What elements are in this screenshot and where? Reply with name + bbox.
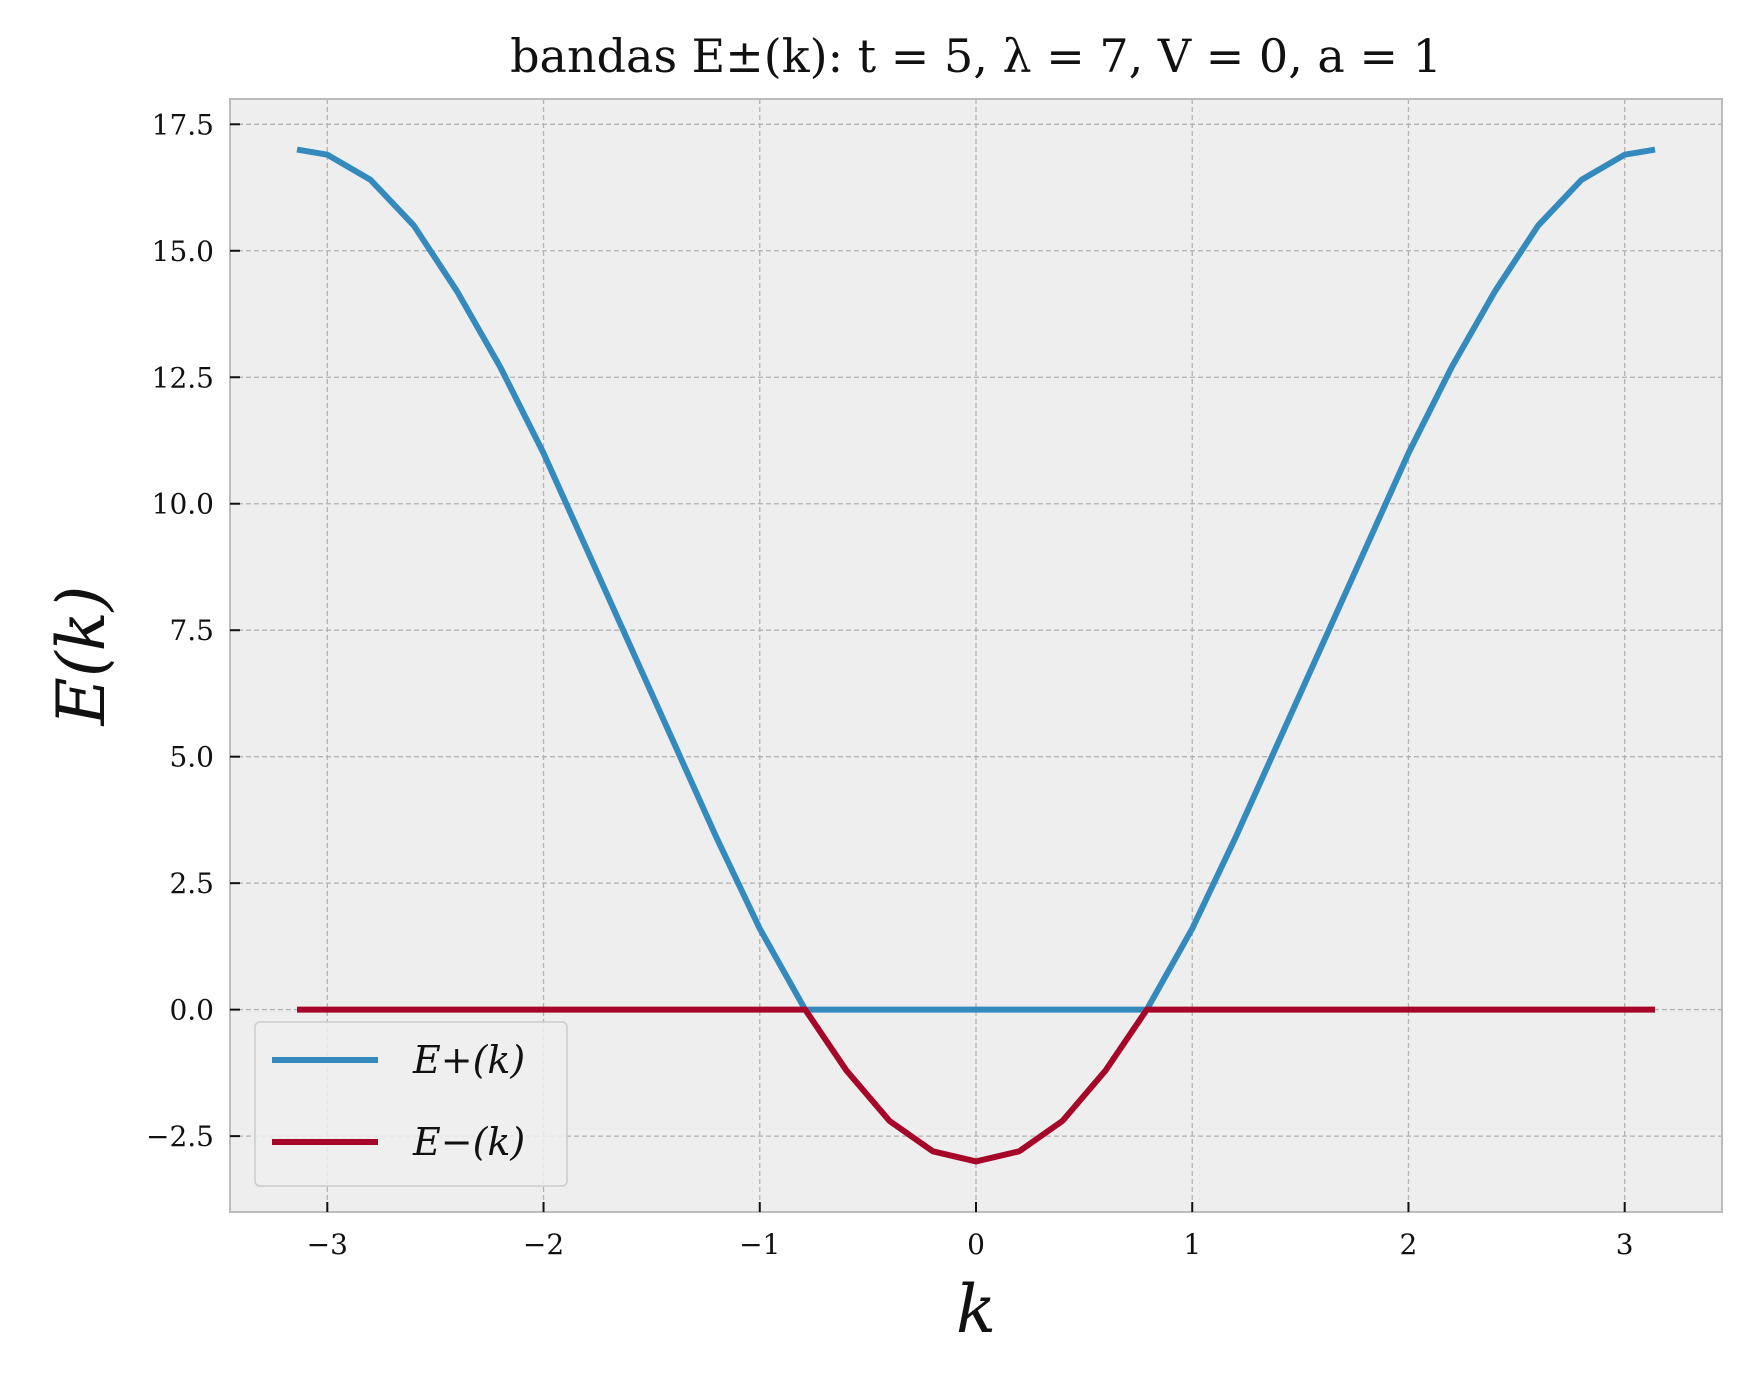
x-axis-label: k	[956, 1271, 996, 1348]
x-tick-label: 1	[1183, 1228, 1201, 1261]
series-line-e-minus	[297, 1006, 1655, 1165]
y-axis-ticks: −2.5 0.0 2.5 5.0 7.5 10.0 12.5 15.0 17.5	[146, 108, 240, 1153]
x-tick-label: −1	[739, 1228, 780, 1261]
series-layer	[296, 146, 1656, 1165]
x-tick-label: −2	[523, 1228, 564, 1261]
chart-title: bandas E±(k): t = 5, λ = 7, V = 0, a = 1	[510, 29, 1442, 83]
y-tick-label: 0.0	[169, 994, 214, 1027]
y-tick-label: 7.5	[169, 614, 214, 647]
series-line-e-plus	[296, 146, 1656, 1013]
y-axis-label: E(k)	[43, 586, 120, 727]
y-tick-label: 12.5	[152, 361, 214, 394]
x-tick-label: 0	[967, 1228, 985, 1261]
y-tick-label: −2.5	[146, 1120, 214, 1153]
y-tick-label: 15.0	[152, 235, 214, 268]
legend-entry-label: E−(k)	[412, 1120, 525, 1164]
y-tick-label: 2.5	[169, 867, 214, 900]
y-tick-label: 10.0	[152, 488, 214, 521]
legend: E+(k) E−(k)	[254, 1021, 568, 1187]
legend-entry-label: E+(k)	[412, 1038, 525, 1082]
x-tick-label: −3	[307, 1228, 348, 1261]
y-tick-label: 17.5	[152, 108, 214, 141]
y-tick-label: 5.0	[169, 741, 214, 774]
x-tick-label: 3	[1616, 1228, 1634, 1261]
x-tick-label: 2	[1400, 1228, 1418, 1261]
x-axis-ticks: −3 −2 −1 0 1 2 3	[307, 1202, 1634, 1261]
